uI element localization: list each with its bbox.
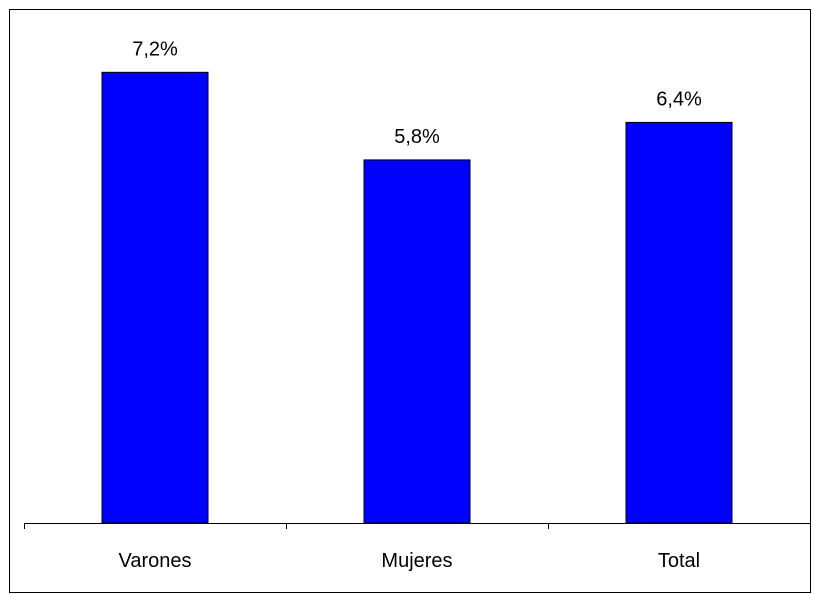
data-labels-layer: 7,2% 5,8% 6,4% [132, 38, 702, 148]
category-labels-layer: Varones Mujeres Total [118, 550, 700, 572]
category-label-mujeres: Mujeres [381, 550, 452, 572]
data-label-varones: 7,2% [132, 38, 178, 60]
category-label-varones: Varones [118, 550, 191, 572]
bar-mujeres [363, 159, 471, 524]
bar-total [625, 121, 733, 524]
data-label-mujeres: 5,8% [394, 126, 440, 148]
bars-layer [101, 71, 733, 524]
data-label-total: 6,4% [656, 88, 702, 110]
bar-varones [101, 71, 209, 524]
category-label-total: Total [658, 550, 700, 572]
x-axis-ticks [24, 523, 811, 529]
